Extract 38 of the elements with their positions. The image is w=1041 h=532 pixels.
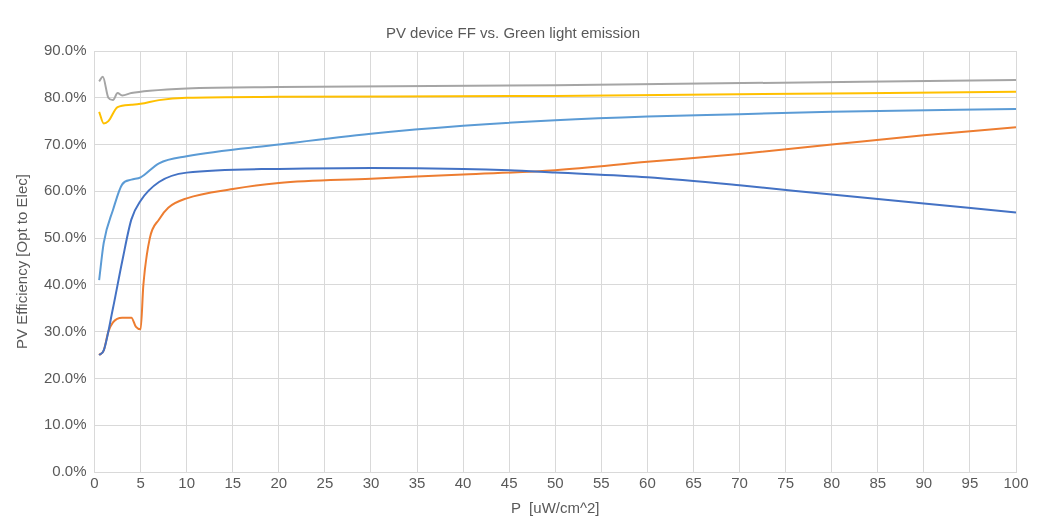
y-tick-label: 10.0% bbox=[43, 415, 87, 433]
line-series bbox=[98, 166, 1016, 357]
y-tick-label: 50.0% bbox=[43, 228, 87, 246]
x-tick-label: 5 bbox=[136, 474, 145, 492]
x-tick-label: 60 bbox=[639, 474, 656, 492]
x-tick-label: 40 bbox=[454, 474, 472, 492]
x-tick-label: 10 bbox=[178, 474, 196, 492]
x-tick-label: 50 bbox=[546, 474, 564, 492]
x-tick-label: 0 bbox=[90, 474, 99, 492]
chart-title: PV device FF vs. Green light emission bbox=[385, 24, 641, 42]
line-series bbox=[98, 108, 1016, 282]
x-tick-label: 25 bbox=[316, 474, 334, 492]
line-series bbox=[98, 75, 1016, 102]
y-tick-label: 60.0% bbox=[43, 181, 87, 199]
x-tick-label: 70 bbox=[731, 474, 748, 492]
x-tick-label: 75 bbox=[777, 474, 794, 492]
x-axis-title: P [uW/cm^2] bbox=[511, 499, 600, 517]
y-tick-label: 40.0% bbox=[43, 275, 87, 293]
x-tick-label: 55 bbox=[593, 474, 610, 492]
y-tick-label: 90.0% bbox=[43, 41, 87, 59]
y-tick-label: 20.0% bbox=[43, 368, 87, 386]
x-tick-label: 20 bbox=[270, 474, 288, 492]
x-tick-label: 35 bbox=[408, 474, 426, 492]
y-axis-title: PV Efficiency [Opt to Elec] bbox=[13, 174, 31, 349]
y-tick-label: 0.0% bbox=[52, 462, 87, 480]
x-tick-label: 90 bbox=[915, 474, 933, 492]
x-tick-label: 95 bbox=[961, 474, 979, 492]
x-tick-label: 85 bbox=[869, 474, 887, 492]
x-tick-label: 30 bbox=[362, 474, 380, 492]
x-tick-label: 45 bbox=[500, 474, 518, 492]
x-tick-label: 65 bbox=[685, 474, 702, 492]
y-tick-label: 70.0% bbox=[43, 134, 87, 152]
x-tick-label: 15 bbox=[224, 474, 242, 492]
y-tick-label: 80.0% bbox=[43, 87, 87, 105]
x-tick-label: 80 bbox=[823, 474, 841, 492]
y-tick-label: 30.0% bbox=[43, 321, 87, 339]
line-series bbox=[98, 90, 1016, 125]
x-tick-label: 100 bbox=[1003, 474, 1029, 492]
